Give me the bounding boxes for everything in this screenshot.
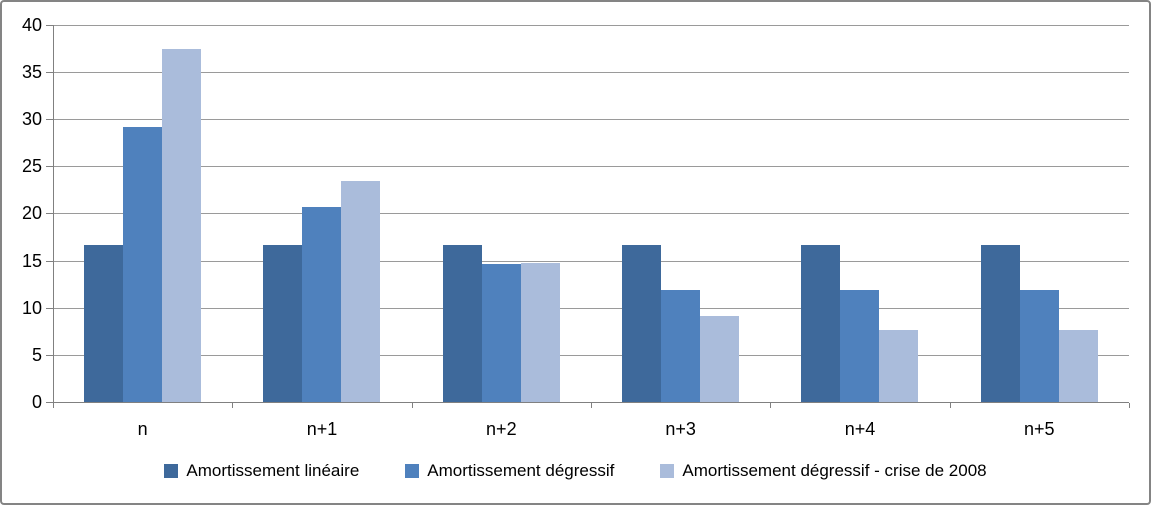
legend-item-1: Amortissement linéaire bbox=[164, 461, 359, 481]
category-label-n+4: n+4 bbox=[844, 419, 876, 439]
x-axis-tick bbox=[1129, 403, 1130, 408]
bar-series1-n+3 bbox=[622, 245, 662, 402]
bar-series3-n+1 bbox=[341, 181, 381, 402]
legend-swatch-icon bbox=[405, 464, 420, 478]
y-axis-label: 25 bbox=[21, 156, 42, 176]
bar-series1-n+4 bbox=[801, 245, 841, 402]
y-axis-tick bbox=[46, 72, 53, 73]
category-axis: n n+1 n+2 n+3 n+4 n+5 bbox=[53, 419, 1129, 440]
y-axis-label: 15 bbox=[21, 251, 42, 271]
y-axis-tick bbox=[46, 213, 53, 214]
gridline-y-20 bbox=[53, 213, 1129, 214]
bar-series2-n+5 bbox=[1019, 290, 1059, 402]
category-label-n+1: n+1 bbox=[306, 419, 338, 439]
bar-series3-n bbox=[162, 49, 202, 402]
legend-item-3: Amortissement dégressif - crise de 2008 bbox=[660, 461, 987, 481]
category-label-n+3: n+3 bbox=[665, 419, 696, 439]
gridline-y-10 bbox=[53, 308, 1129, 309]
bar-series3-n+2 bbox=[520, 263, 560, 402]
legend-label: Amortissement linéaire bbox=[186, 461, 360, 480]
y-axis-tick bbox=[46, 355, 53, 356]
y-axis-label: 35 bbox=[21, 62, 42, 82]
gridline-y-15 bbox=[53, 261, 1129, 262]
legend-swatch-icon bbox=[660, 464, 675, 478]
x-axis-tick bbox=[950, 403, 951, 408]
bar-group-n bbox=[53, 25, 232, 402]
gridline-y-25 bbox=[53, 166, 1129, 167]
y-axis-tick bbox=[46, 166, 53, 167]
y-axis-tick bbox=[46, 261, 53, 262]
bar-series1-n+2 bbox=[442, 245, 482, 402]
y-axis-label: 20 bbox=[21, 203, 42, 223]
bar-series2-n+4 bbox=[840, 290, 880, 402]
legend-swatch-icon bbox=[164, 464, 179, 478]
bar-series3-n+5 bbox=[1058, 330, 1098, 402]
y-axis-label: 10 bbox=[21, 298, 42, 318]
bar-group-n+5 bbox=[950, 25, 1129, 402]
category-label-n+5: n+5 bbox=[1024, 419, 1055, 439]
gridline-y-5 bbox=[53, 355, 1129, 356]
bar-series2-n bbox=[123, 127, 163, 402]
x-axis-tick bbox=[591, 403, 592, 408]
x-axis-line bbox=[47, 402, 1129, 403]
gridline-y-35 bbox=[53, 72, 1129, 73]
y-axis-label: 40 bbox=[21, 15, 42, 35]
y-axis-tick bbox=[46, 119, 53, 120]
y-axis-label: 30 bbox=[21, 109, 42, 129]
bar-series2-n+2 bbox=[481, 264, 521, 402]
bar-group-n+3 bbox=[591, 25, 770, 402]
gridline-y-30 bbox=[53, 119, 1129, 120]
y-axis-label: 0 bbox=[31, 392, 42, 412]
bar-series2-n+1 bbox=[302, 207, 342, 402]
legend-label: Amortissement dégressif bbox=[427, 461, 615, 480]
x-axis-tick bbox=[232, 403, 233, 408]
y-axis-tick bbox=[46, 308, 53, 309]
y-axis-line bbox=[53, 25, 54, 403]
x-axis-tick bbox=[412, 403, 413, 408]
x-axis-tick bbox=[770, 403, 771, 408]
bar-series1-n+5 bbox=[980, 245, 1020, 402]
x-axis-tick bbox=[53, 403, 54, 408]
bar-group-n+2 bbox=[412, 25, 591, 402]
y-axis-tick bbox=[46, 25, 53, 26]
bar-groups bbox=[53, 25, 1129, 402]
legend-item-2: Amortissement dégressif bbox=[405, 461, 614, 481]
legend: Amortissement linéaire Amortissement dégr… bbox=[2, 461, 1149, 481]
bar-series3-n+4 bbox=[879, 330, 919, 402]
y-axis-label: 5 bbox=[31, 345, 42, 365]
bar-series2-n+3 bbox=[661, 290, 701, 402]
legend-label: Amortissement dégressif - crise de 2008 bbox=[682, 461, 987, 480]
plot-area bbox=[53, 25, 1129, 402]
bar-group-n+4 bbox=[770, 25, 949, 402]
bar-group-n+1 bbox=[232, 25, 411, 402]
bar-series3-n+3 bbox=[700, 316, 740, 402]
bar-series1-n+1 bbox=[263, 245, 303, 402]
bar-series1-n bbox=[84, 245, 124, 402]
category-label-n: n bbox=[137, 419, 148, 439]
category-label-n+2: n+2 bbox=[486, 419, 517, 439]
gridline-y-40 bbox=[53, 25, 1129, 26]
